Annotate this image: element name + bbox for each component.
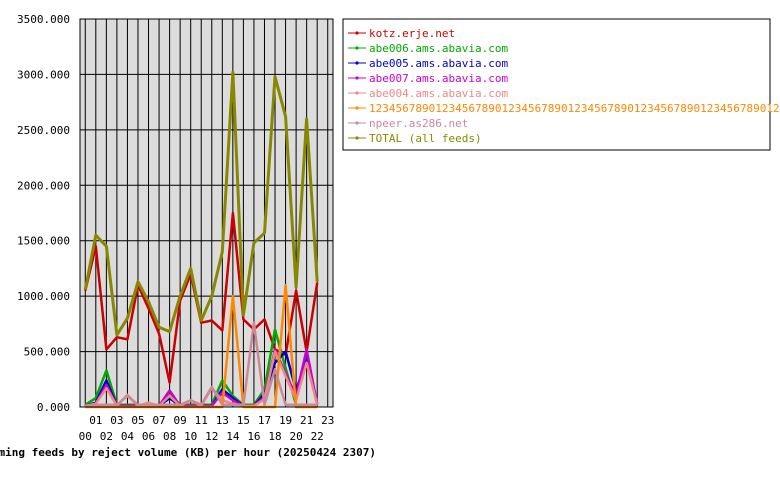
x-tick-label: 01	[89, 414, 102, 427]
legend-box	[342, 18, 771, 151]
legend-marker	[355, 61, 359, 65]
x-tick-label: 14	[226, 430, 240, 443]
legend-entry: abe004.ams.abavia.com	[369, 87, 508, 100]
y-tick-label: 500.000	[24, 346, 70, 359]
legend-marker	[355, 121, 359, 125]
x-tick-label: 15	[237, 414, 250, 427]
x-tick-label: 09	[174, 414, 187, 427]
legend-marker	[355, 136, 359, 140]
x-tick-label: 16	[247, 430, 260, 443]
chart-title: Incoming feeds by reject volume (KB) per…	[0, 446, 376, 459]
legend-entry: abe006.ams.abavia.com	[369, 42, 508, 55]
x-tick-label: 20	[289, 430, 302, 443]
y-tick-label: 2000.000	[17, 179, 70, 192]
x-tick-label: 19	[279, 414, 292, 427]
plot-frame	[79, 18, 334, 408]
x-tick-label: 17	[258, 414, 271, 427]
x-tick-label: 04	[121, 430, 135, 443]
x-tick-label: 08	[163, 430, 176, 443]
x-tick-label: 13	[216, 414, 229, 427]
y-tick-label: 2500.000	[17, 124, 70, 137]
legend-entry: abe005.ams.abavia.com	[369, 57, 508, 70]
plot-area	[80, 19, 333, 407]
legend-marker	[355, 31, 359, 35]
series-lines	[83, 70, 319, 409]
series-line	[83, 70, 319, 337]
x-tick-label: 03	[110, 414, 123, 427]
legend-entry: npeer.as286.net	[369, 117, 468, 130]
legend-entry: kotz.erje.net	[369, 27, 455, 40]
y-axis-ticks: 0.000 500.000 1000.000 1500.000 2000.000 2500…	[17, 13, 70, 414]
y-tick-label: 3500.000	[17, 13, 70, 26]
legend-marker	[355, 106, 359, 110]
legend-marker	[355, 46, 359, 50]
legend-marker	[355, 76, 359, 80]
grid	[80, 18, 333, 408]
y-tick-label: 1000.000	[17, 290, 70, 303]
x-tick-label: 02	[100, 430, 113, 443]
legend-entry: TOTAL (all feeds)	[369, 132, 482, 145]
x-axis-ticks: 00 01 02 03 04 05 06 07 08 09 10 11 12 13 14 15 16 17 18 19…	[79, 414, 335, 443]
x-tick-label: 18	[268, 430, 281, 443]
x-tick-label: 11	[195, 414, 208, 427]
x-tick-label: 23	[321, 414, 334, 427]
x-tick-label: 00	[79, 430, 92, 443]
x-tick-label: 05	[131, 414, 144, 427]
x-tick-label: 06	[142, 430, 155, 443]
x-tick-label: 10	[184, 430, 197, 443]
series-line	[84, 211, 319, 384]
y-tick-label: 3000.000	[17, 68, 70, 81]
legend-marker	[355, 91, 359, 95]
y-tick-label: 1500.000	[17, 235, 70, 248]
series-line	[85, 321, 318, 408]
legend-items: kotz.erje.net abe006.ams.abavia.com abe005…	[348, 27, 780, 145]
legend: kotz.erje.net abe006.ams.abavia.com abe005…	[342, 18, 780, 151]
legend-entry: 1234567890123456789012345678901234567890…	[369, 102, 780, 115]
legend-entry: abe007.ams.abavia.com	[369, 72, 508, 85]
x-tick-label: 22	[311, 430, 324, 443]
x-tick-label: 21	[300, 414, 313, 427]
x-tick-label: 12	[205, 430, 218, 443]
x-tick-label: 07	[152, 414, 165, 427]
y-tick-label: 0.000	[37, 401, 70, 414]
